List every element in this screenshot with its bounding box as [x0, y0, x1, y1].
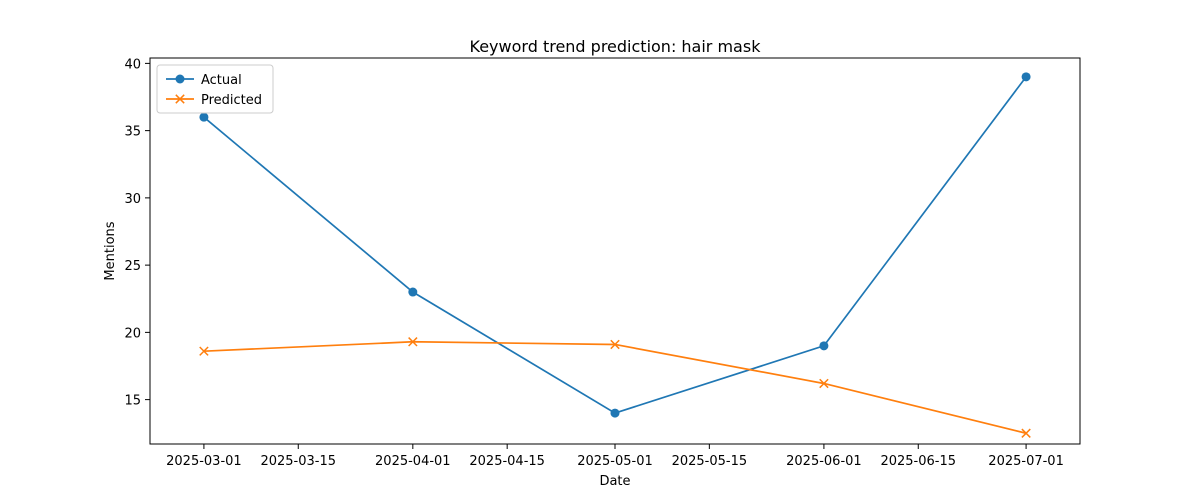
x-tick-label: 2025-06-15 [880, 454, 956, 469]
x-tick-label: 2025-04-01 [375, 454, 451, 469]
data-point-actual [819, 341, 829, 351]
data-point-actual [408, 287, 418, 297]
x-tick-label: 2025-05-01 [577, 454, 653, 469]
plot-area [199, 72, 1031, 438]
x-tick-label: 2025-03-01 [166, 454, 242, 469]
legend-item-actual: Actual [166, 73, 242, 88]
y-tick-label: 15 [124, 394, 141, 409]
x-tick-label: 2025-06-01 [786, 454, 862, 469]
data-point-actual [199, 112, 209, 122]
x-tick-label: 2025-03-15 [260, 454, 336, 469]
data-point-predicted [199, 346, 209, 356]
legend: Actual Predicted [156, 64, 274, 114]
x-tick-label: 2025-04-15 [469, 454, 545, 469]
x-tick-label: 2025-05-15 [672, 454, 748, 469]
legend-label-predicted: Predicted [201, 93, 262, 108]
y-tick-label: 35 [124, 125, 141, 140]
chart-title: Keyword trend prediction: hair mask [470, 37, 762, 56]
y-tick-label: 20 [124, 326, 141, 341]
y-axis-label: Mentions [103, 221, 118, 280]
x-marker-stroke [199, 346, 209, 356]
legend-swatch-marker [175, 94, 185, 104]
y-tick-label: 25 [124, 259, 141, 274]
legend-swatch-marker [175, 74, 185, 84]
legend-label-actual: Actual [201, 73, 242, 88]
x-marker-stroke [408, 337, 418, 347]
x-marker-stroke [175, 94, 185, 104]
legend-item-predicted: Predicted [166, 93, 262, 108]
data-point-predicted [408, 337, 418, 347]
y-tick-label: 30 [124, 192, 141, 207]
legend-box [156, 64, 274, 114]
x-axis-label: Date [599, 474, 630, 489]
x-marker-stroke [819, 378, 829, 389]
data-point-predicted [1021, 428, 1031, 438]
data-point-actual [610, 408, 620, 418]
data-point-predicted [819, 378, 829, 389]
y-tick-label: 40 [124, 57, 141, 72]
x-marker-stroke [1021, 428, 1031, 438]
x-marker-stroke [610, 339, 620, 350]
x-tick-label: 2025-07-01 [988, 454, 1064, 469]
data-point-actual [1021, 72, 1031, 82]
data-point-predicted [610, 339, 620, 350]
